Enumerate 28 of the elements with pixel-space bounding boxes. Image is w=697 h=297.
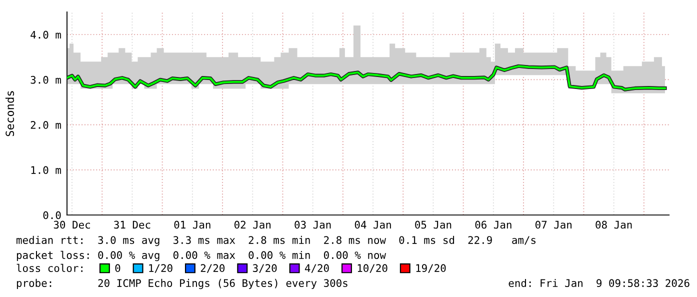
text: end: Fri Jan 9 09:58:33 2026 (508, 278, 690, 288)
x-tick-label: 06 Jan (475, 220, 512, 229)
y-tick-label: 4.0 m (30, 30, 61, 39)
x-tick-label: 04 Jan (354, 220, 391, 229)
text: packet loss: 0.00 % avg 0.00 % max 0.00 % min 0.00 % now (16, 250, 386, 262)
legend-label: 0 (115, 264, 120, 272)
y-tick-label: 3.0 m (30, 76, 61, 84)
legend-label: 10/20 (358, 264, 388, 273)
x-tick-label: 07 Jan (535, 220, 572, 229)
x-tick-label: 03 Jan (294, 220, 331, 229)
legend-label: 1/20 (149, 264, 172, 273)
x-tick-label: 08 Jan (596, 220, 632, 229)
x-tick-label: 05 Jan (415, 220, 452, 229)
y-axis-title: Seconds (5, 91, 14, 136)
y-tick-label: 0.0 (43, 211, 61, 220)
text: median rtt: 3.0 ms avg 3.3 ms max 2.8 ms min 2.8 ms now 0.1 ms sd 22.9 am/s (16, 236, 536, 246)
legend-label: 3/20 (252, 264, 277, 273)
x-tick-label: 31 Dec (114, 220, 150, 229)
legend-label: 19/20 (416, 264, 446, 273)
legend-label: 4/20 (304, 264, 329, 273)
x-tick-label: 01 Jan (174, 220, 210, 229)
legend-label: 2/20 (200, 264, 225, 273)
y-tick-label: 2.0 m (30, 121, 61, 129)
text: probe: 20 ICMP Echo Pings (56 Bytes) every 300s (16, 278, 348, 290)
legend-title: loss color: (16, 264, 82, 272)
x-tick-label: 30 Dec (54, 220, 90, 229)
y-tick-label: 1.0 m (31, 166, 61, 174)
x-tick-label: 02 Jan (234, 220, 271, 229)
